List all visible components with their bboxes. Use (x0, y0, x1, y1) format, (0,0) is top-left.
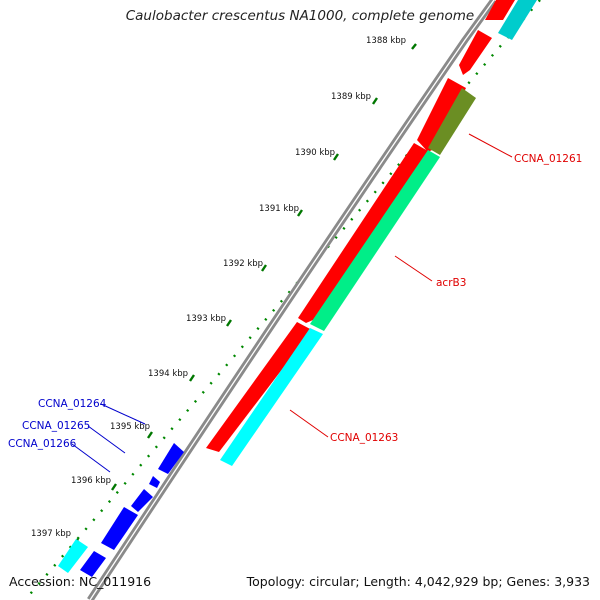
ruler-major-ticks (73, 43, 417, 546)
genome-backbone (87, 0, 497, 600)
ruler-tick (333, 153, 339, 161)
acrb3-feature (310, 150, 440, 331)
ruler-label-1392: 1392 kbp (223, 259, 263, 269)
callout-line-ccna-01264 (100, 403, 146, 425)
ruler-tick (226, 319, 232, 327)
ccna-01265-gene (149, 476, 160, 488)
ruler-label-1389: 1389 kbp (331, 92, 371, 102)
gene-label-acrb3: acrB3 (436, 277, 466, 289)
gene-label-ccna-01266: CCNA_01266 (8, 438, 77, 450)
ruler-tick (147, 431, 153, 439)
blue-gene-bottom (80, 551, 106, 577)
ccna-01266-gene (131, 489, 153, 512)
ruler-label-1390: 1390 kbp (295, 148, 335, 158)
ruler-tick (261, 264, 267, 272)
gene-label-ccna-01263: CCNA_01263 (330, 432, 398, 444)
ruler-label-1394: 1394 kbp (148, 369, 188, 379)
ruler-label-1395: 1395 kbp (110, 422, 150, 432)
accession-text: Accession: NC_011916 (9, 574, 152, 589)
callout-line-ccna-01261 (468, 133, 513, 158)
ruler-label-1388: 1388 kbp (366, 36, 406, 46)
ruler-label-1397: 1397 kbp (31, 529, 71, 539)
ccna-01263-feature (220, 328, 323, 466)
blue-gene-1397 (101, 507, 138, 550)
topology-text: Topology: circular; Length: 4,042,929 bp… (246, 574, 590, 589)
map-title: Caulobacter crescentus NA1000, complete … (125, 8, 475, 24)
callout-line-acrb3 (394, 255, 433, 282)
ruler-tick (411, 43, 417, 50)
callout-line-ccna-01263 (289, 409, 329, 438)
forward-cds-ccna-01261-strand (417, 78, 466, 152)
ruler-tick (111, 483, 117, 491)
ruler-label-1393: 1393 kbp (186, 314, 226, 324)
callout-line-ccna-01265 (87, 425, 126, 454)
forward-cds-1388 (459, 30, 492, 75)
rna-feature-bottom (58, 539, 88, 573)
callout-line-ccna-01266 (71, 443, 111, 473)
ruler-tick (189, 374, 195, 382)
rna-feature-top (498, 0, 537, 40)
genome-backbone-inner (89, 0, 495, 600)
ccna-01264-gene (158, 443, 184, 474)
ruler-tick (297, 209, 303, 217)
gene-label-ccna-01264: CCNA_01264 (38, 398, 107, 410)
ruler-label-1396: 1396 kbp (71, 476, 111, 486)
ruler-tick (372, 97, 378, 105)
forward-cds-acrb3-strand (298, 143, 428, 323)
ruler-label-1391: 1391 kbp (259, 204, 299, 214)
forward-cds-top (485, 0, 515, 20)
gene-label-ccna-01265: CCNA_01265 (22, 420, 90, 432)
ccna-01261-feature (428, 88, 476, 155)
forward-cds-ccna-01263-strand (206, 322, 312, 452)
gene-label-ccna-01261: CCNA_01261 (514, 153, 582, 165)
